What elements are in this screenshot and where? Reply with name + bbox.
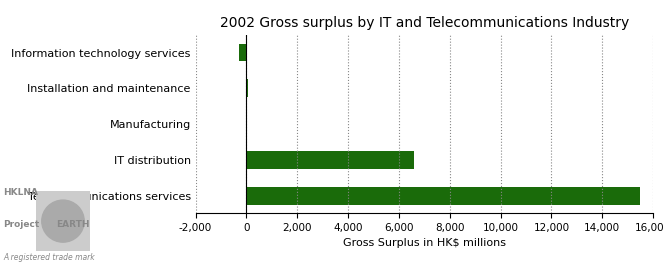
Text: HKLNA: HKLNA [3,188,38,197]
Text: Project: Project [3,220,40,229]
Bar [247,79,248,97]
Text: A registered trade mark: A registered trade mark [3,253,95,262]
Ellipse shape [42,200,84,242]
Bar [247,151,414,169]
Title: 2002 Gross surplus by IT and Telecommunications Industry: 2002 Gross surplus by IT and Telecommuni… [219,16,629,30]
Text: EARTH: EARTH [56,220,90,229]
Bar [247,187,640,205]
Bar [239,44,247,61]
X-axis label: Gross Surplus in HK$ millions: Gross Surplus in HK$ millions [343,238,506,248]
